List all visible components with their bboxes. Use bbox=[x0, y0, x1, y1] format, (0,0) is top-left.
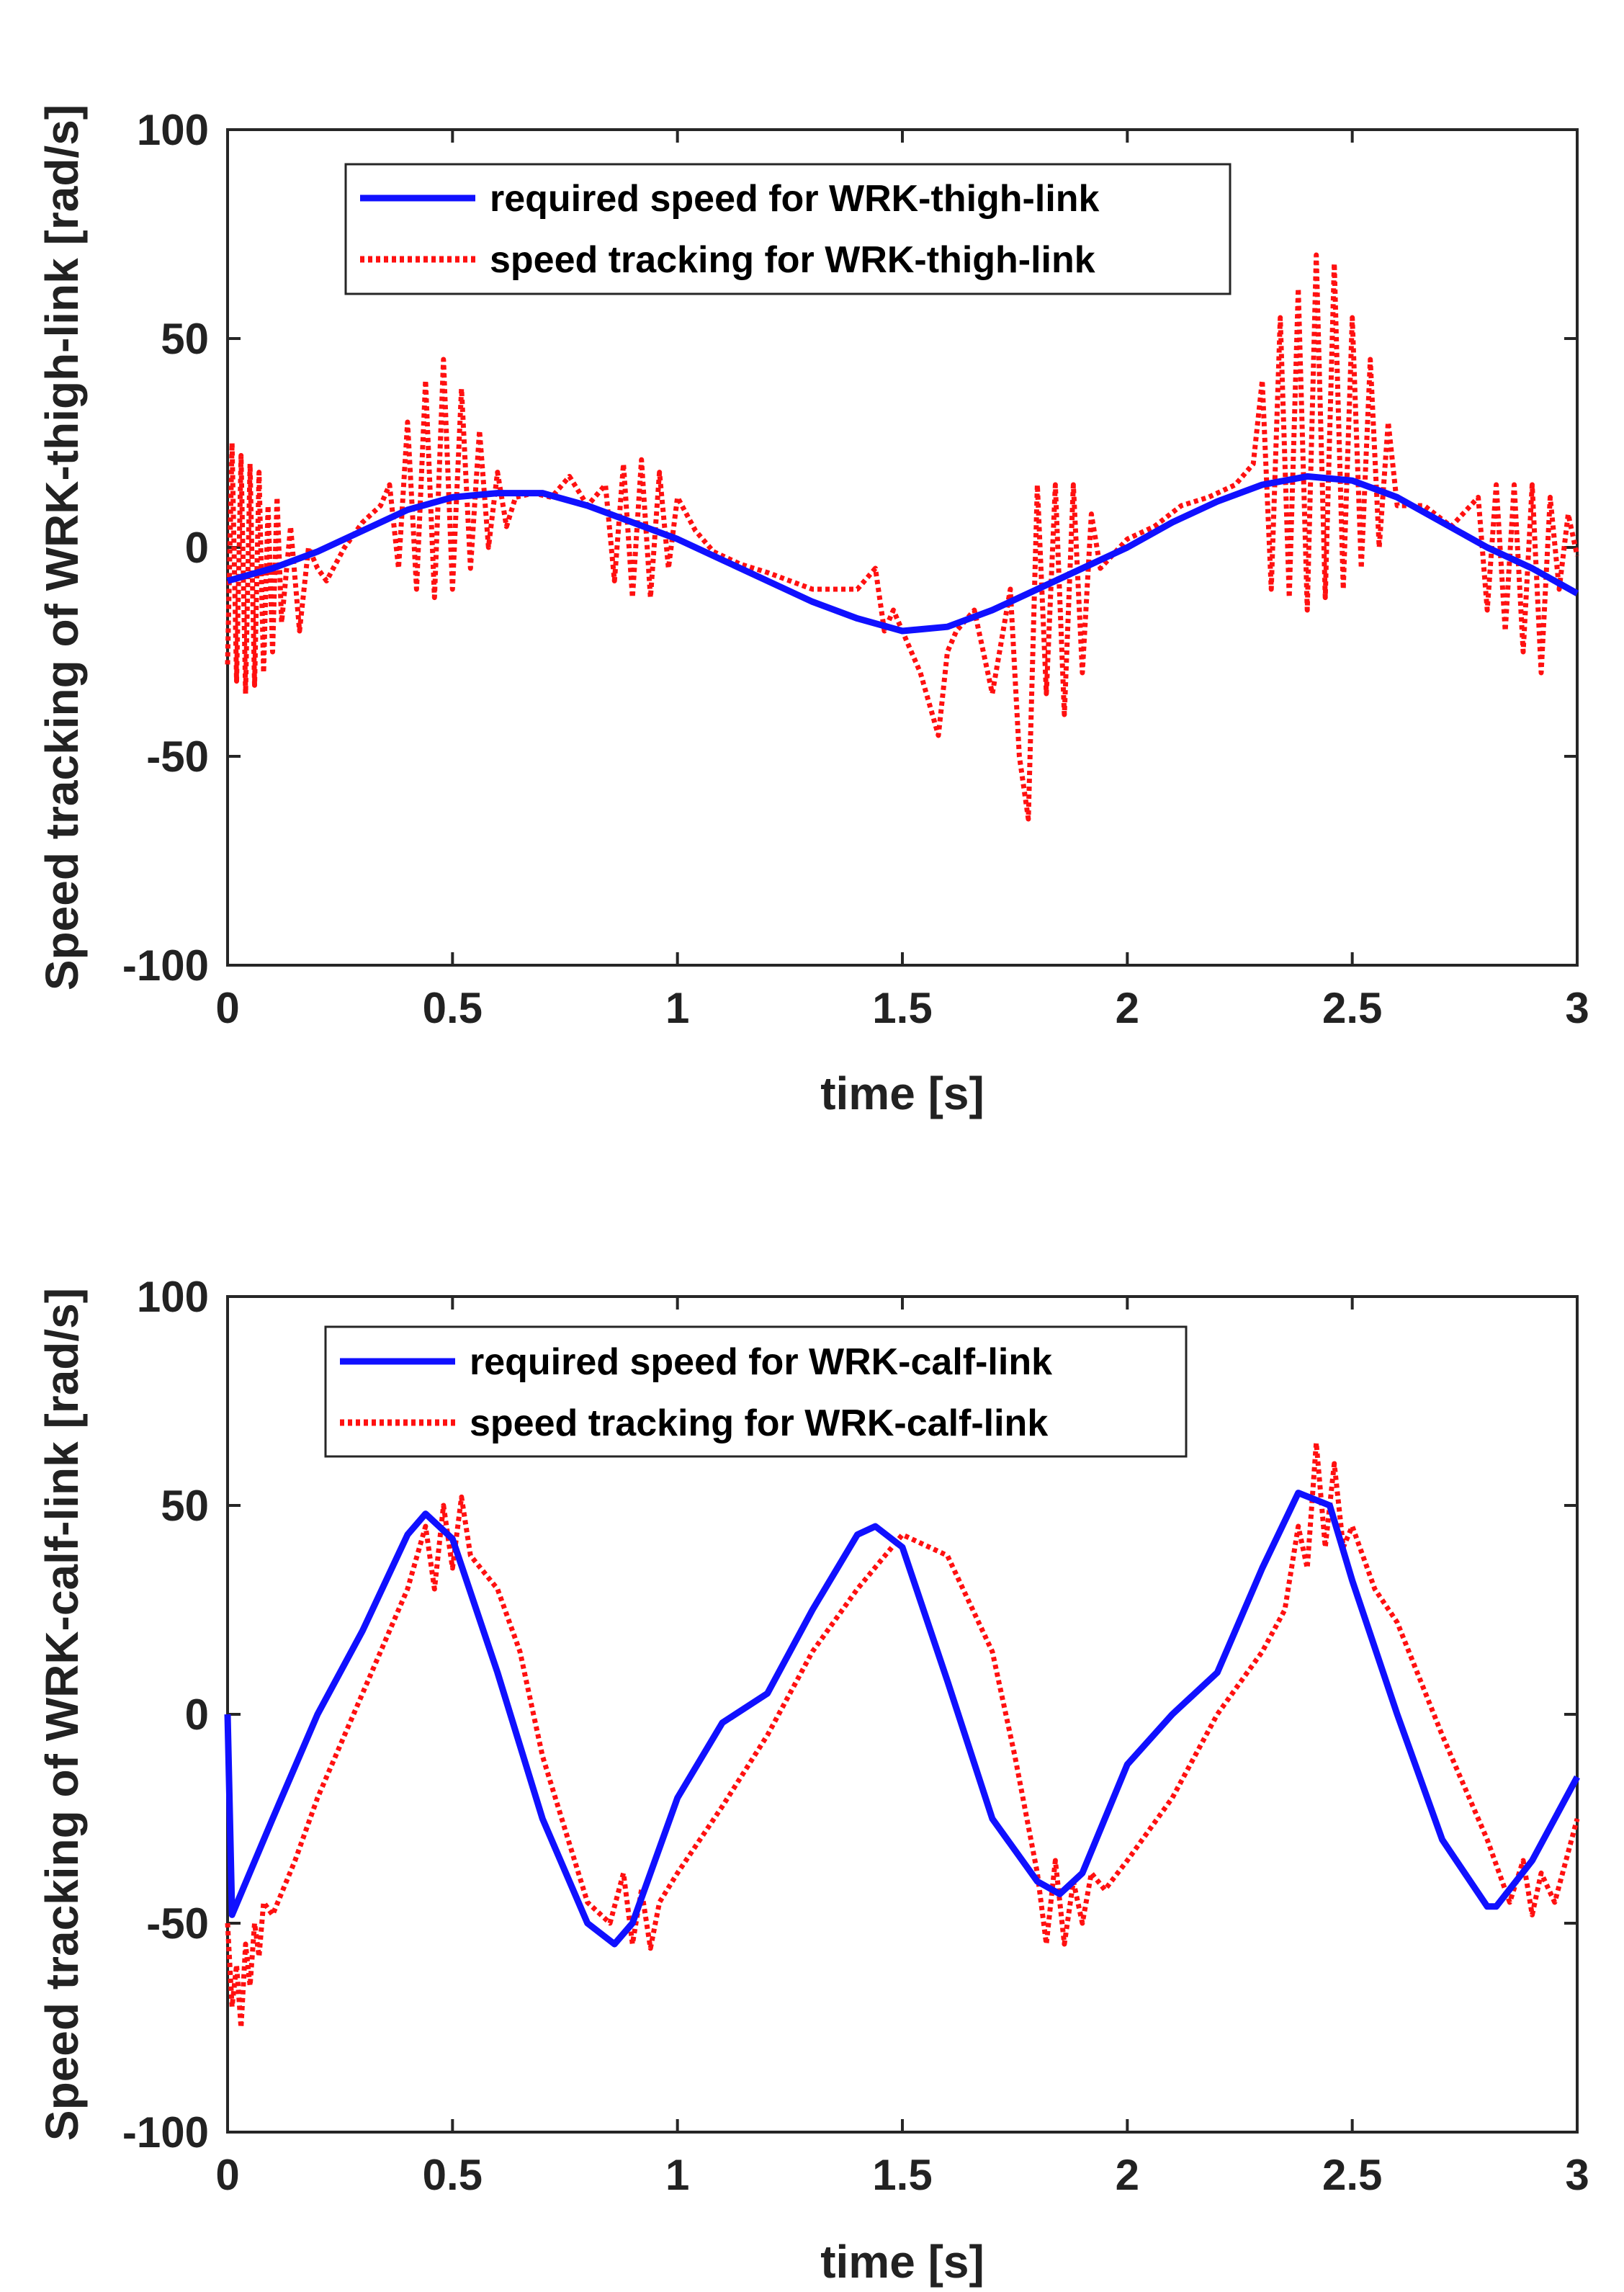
y-tick-label: 100 bbox=[137, 1273, 209, 1321]
legend-label-required: required speed for WRK-thigh-link bbox=[490, 178, 1100, 220]
y-tick-label: -50 bbox=[146, 1899, 209, 1948]
axis-ticks bbox=[226, 1295, 1579, 2134]
x-tick-label: 3 bbox=[1565, 2151, 1589, 2199]
chart-thigh-link: 0 0.5 1 1.5 2 2.5 3 -100 -50 0 50 100 time [s] Spe… bbox=[36, 104, 1589, 1119]
x-tick-label: 0 bbox=[215, 2151, 239, 2199]
x-tick-label: 0.5 bbox=[423, 2151, 483, 2199]
series-line-required-speed bbox=[224, 1490, 1580, 1948]
y-tick-label: -100 bbox=[122, 2108, 209, 2157]
series-line-required-speed bbox=[226, 473, 1579, 635]
y-tick-label: 0 bbox=[185, 524, 209, 572]
x-tick-labels: 0 0.5 1 1.5 2 2.5 3 bbox=[215, 984, 1589, 1032]
series-line-speed-tracking bbox=[225, 1440, 1580, 2031]
x-tick-label: 2 bbox=[1116, 2151, 1139, 2199]
x-tick-label: 1.5 bbox=[872, 2151, 932, 2199]
y-tick-labels: -100 -50 0 50 100 bbox=[122, 106, 209, 990]
chart-calf-link: 0 0.5 1 1.5 2 2.5 3 -100 -50 0 50 100 time [s] Spe… bbox=[36, 1273, 1589, 2288]
x-tick-label: 0 bbox=[215, 984, 239, 1032]
x-tick-label: 2.5 bbox=[1322, 2151, 1382, 2199]
x-tick-label: 0.5 bbox=[423, 984, 483, 1032]
x-tick-label: 2 bbox=[1116, 984, 1139, 1032]
legend-label-required: required speed for WRK-calf-link bbox=[470, 1341, 1052, 1383]
x-tick-label: 1.5 bbox=[872, 984, 932, 1032]
x-tick-label: 1 bbox=[665, 984, 689, 1032]
x-tick-label: 2.5 bbox=[1322, 984, 1382, 1032]
y-tick-label: 50 bbox=[161, 1482, 209, 1530]
x-axis-label: time [s] bbox=[820, 1067, 984, 1119]
y-axis-label: Speed tracking of WRK-calf-link [rad/s] bbox=[36, 1288, 88, 2141]
x-axis-label: time [s] bbox=[820, 2236, 984, 2288]
legend-box bbox=[344, 163, 1232, 295]
legend-label-tracking: speed tracking for WRK-calf-link bbox=[470, 1402, 1048, 1444]
legend: required speed for WRK-thigh-link speed … bbox=[344, 163, 1232, 295]
series-lines bbox=[224, 1440, 1580, 2031]
series-lines bbox=[225, 252, 1580, 822]
y-tick-labels: -100 -50 0 50 100 bbox=[122, 1273, 209, 2157]
y-tick-label: 50 bbox=[161, 315, 209, 363]
x-tick-labels: 0 0.5 1 1.5 2 2.5 3 bbox=[215, 2151, 1589, 2199]
y-tick-label: 100 bbox=[137, 106, 209, 154]
legend-box bbox=[324, 1325, 1188, 1458]
x-tick-label: 1 bbox=[665, 2151, 689, 2199]
x-tick-label: 3 bbox=[1565, 984, 1589, 1032]
y-axis-label: Speed tracking of WRK-thigh-link [rad/s] bbox=[36, 104, 88, 990]
y-tick-label: -100 bbox=[122, 941, 209, 990]
y-tick-label: -50 bbox=[146, 733, 209, 781]
y-tick-label: 0 bbox=[185, 1691, 209, 1739]
legend: required speed for WRK-calf-link speed t… bbox=[324, 1325, 1188, 1458]
legend-label-tracking: speed tracking for WRK-thigh-link bbox=[490, 239, 1095, 281]
